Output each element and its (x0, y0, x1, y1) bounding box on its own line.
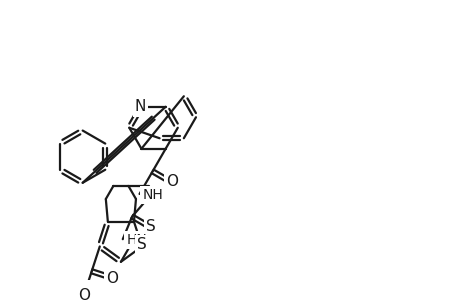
Text: HN: HN (126, 233, 147, 247)
Text: S: S (137, 237, 146, 252)
Text: O: O (165, 174, 178, 189)
Text: N: N (134, 99, 146, 114)
Text: S: S (146, 219, 156, 234)
Text: O: O (78, 288, 90, 300)
Text: NH: NH (142, 188, 163, 202)
Text: O: O (106, 271, 118, 286)
